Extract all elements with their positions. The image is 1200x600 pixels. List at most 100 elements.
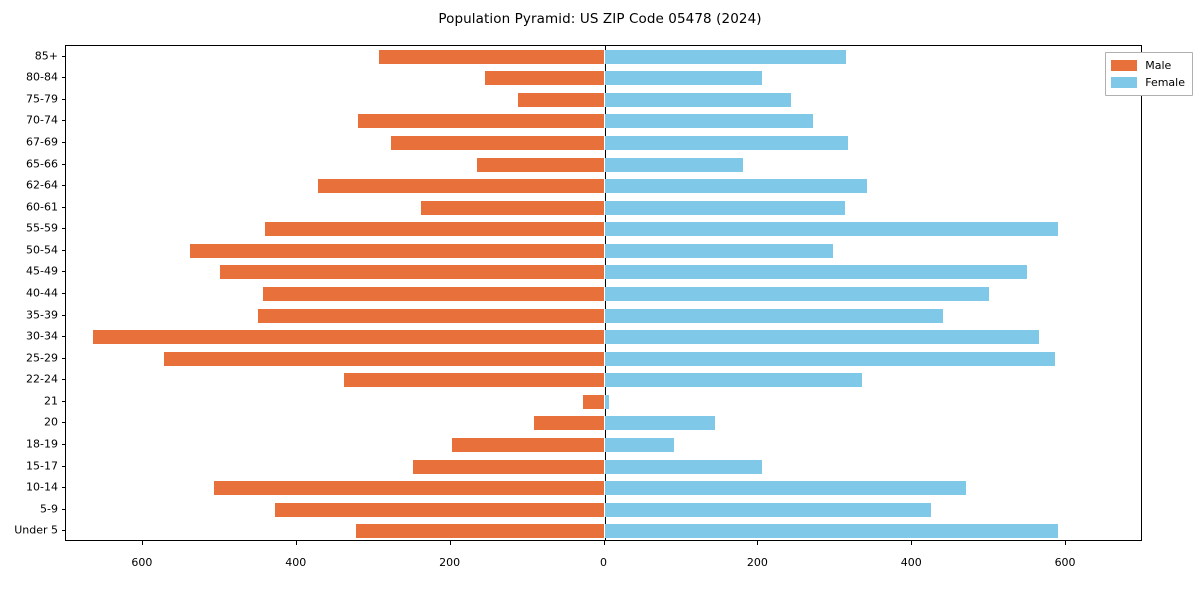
y-tick-mark bbox=[61, 357, 65, 359]
pyramid-row bbox=[66, 111, 1141, 133]
pyramid-row bbox=[66, 240, 1141, 262]
y-tick-label: 30-34 bbox=[26, 329, 58, 343]
y-tick-mark bbox=[61, 98, 65, 100]
bar-female-67-69 bbox=[604, 136, 849, 151]
y-tick-label: 35-39 bbox=[26, 308, 58, 322]
bar-male-50-54 bbox=[189, 243, 605, 258]
bar-male-under-5 bbox=[356, 524, 605, 539]
y-tick-mark bbox=[61, 379, 65, 381]
bar-male-60-61 bbox=[420, 200, 605, 215]
pyramid-row bbox=[66, 477, 1141, 499]
bar-female-55-59 bbox=[604, 222, 1058, 237]
bar-female-70-74 bbox=[604, 114, 813, 129]
x-tick-mark bbox=[911, 541, 913, 545]
pyramid-row bbox=[66, 326, 1141, 348]
y-tick-mark bbox=[61, 443, 65, 445]
x-tick-label: 0 bbox=[600, 556, 607, 569]
bar-male-75-79 bbox=[518, 92, 605, 107]
y-tick-label: 21 bbox=[44, 394, 58, 408]
y-tick-mark bbox=[61, 120, 65, 122]
y-tick-mark bbox=[61, 228, 65, 230]
bar-male-21 bbox=[582, 394, 605, 409]
x-tick-label: 600 bbox=[1054, 556, 1076, 569]
bar-male-35-39 bbox=[257, 308, 605, 323]
y-tick-mark bbox=[61, 249, 65, 251]
pyramid-row bbox=[66, 68, 1141, 90]
y-tick-mark bbox=[61, 400, 65, 402]
y-tick-label: 60-61 bbox=[26, 200, 58, 214]
bar-male-85- bbox=[379, 49, 605, 64]
pyramid-row bbox=[66, 413, 1141, 435]
y-tick-label: 62-64 bbox=[26, 178, 58, 192]
bar-female-60-61 bbox=[604, 200, 846, 215]
y-tick-mark bbox=[61, 336, 65, 338]
bar-male-40-44 bbox=[262, 286, 605, 301]
y-tick-mark bbox=[61, 206, 65, 208]
pyramid-row bbox=[66, 520, 1141, 542]
y-tick-label: 10-14 bbox=[26, 480, 58, 494]
plot-area bbox=[65, 45, 1142, 541]
pyramid-row bbox=[66, 305, 1141, 327]
x-tick-mark bbox=[141, 541, 143, 545]
x-tick-label: 600 bbox=[131, 556, 153, 569]
bar-male-20 bbox=[533, 416, 605, 431]
pyramid-row bbox=[66, 283, 1141, 305]
bar-female-21 bbox=[604, 394, 610, 409]
bar-male-67-69 bbox=[390, 136, 605, 151]
y-tick-mark bbox=[61, 185, 65, 187]
bar-female-75-79 bbox=[604, 92, 792, 107]
y-tick-label: 65-66 bbox=[26, 157, 58, 171]
pyramid-row bbox=[66, 434, 1141, 456]
bar-female-10-14 bbox=[604, 481, 967, 496]
bar-male-65-66 bbox=[476, 157, 605, 172]
bar-female-18-19 bbox=[604, 437, 674, 452]
bar-female-40-44 bbox=[604, 286, 990, 301]
chart-title: Population Pyramid: US ZIP Code 05478 (2… bbox=[438, 11, 762, 27]
y-tick-label: 85+ bbox=[34, 49, 58, 63]
y-tick-label: 50-54 bbox=[26, 243, 58, 257]
y-tick-mark bbox=[61, 55, 65, 57]
pyramid-row bbox=[66, 89, 1141, 111]
bar-male-15-17 bbox=[412, 459, 605, 474]
pyramid-row bbox=[66, 262, 1141, 284]
bar-female-22-24 bbox=[604, 373, 863, 388]
pyramid-row bbox=[66, 499, 1141, 521]
bar-male-80-84 bbox=[485, 71, 605, 86]
bar-male-25-29 bbox=[164, 351, 605, 366]
x-tick-label: 400 bbox=[285, 556, 307, 569]
pyramid-row bbox=[66, 348, 1141, 370]
pyramid-row bbox=[66, 219, 1141, 241]
pyramid-row bbox=[66, 132, 1141, 154]
y-tick-mark bbox=[61, 163, 65, 165]
y-tick-mark bbox=[61, 487, 65, 489]
y-tick-mark bbox=[61, 508, 65, 510]
y-tick-mark bbox=[61, 465, 65, 467]
chart-legend: Male Female bbox=[1105, 52, 1193, 96]
x-tick-label: 200 bbox=[439, 556, 461, 569]
legend-item-male[interactable]: Male bbox=[1111, 57, 1185, 74]
y-tick-label: 15-17 bbox=[26, 459, 58, 473]
bar-female-20 bbox=[604, 416, 715, 431]
x-tick-mark bbox=[295, 541, 297, 545]
y-tick-mark bbox=[61, 77, 65, 79]
pyramid-row bbox=[66, 391, 1141, 413]
bar-female-30-34 bbox=[604, 330, 1040, 345]
y-tick-label: 70-74 bbox=[26, 113, 58, 127]
bar-male-45-49 bbox=[219, 265, 605, 280]
bar-female-50-54 bbox=[604, 243, 833, 258]
bar-female-62-64 bbox=[604, 179, 867, 194]
bar-male-30-34 bbox=[92, 330, 605, 345]
y-tick-label: 40-44 bbox=[26, 286, 58, 300]
y-tick-label: 75-79 bbox=[26, 92, 58, 106]
y-tick-label: 20 bbox=[44, 415, 58, 429]
y-tick-mark bbox=[61, 530, 65, 532]
bar-female-15-17 bbox=[604, 459, 763, 474]
bar-male-5-9 bbox=[275, 502, 605, 517]
legend-label: Male bbox=[1145, 59, 1172, 72]
y-tick-mark bbox=[61, 314, 65, 316]
legend-swatch-icon bbox=[1111, 77, 1138, 88]
y-tick-label: 5-9 bbox=[40, 502, 58, 516]
legend-item-female[interactable]: Female bbox=[1111, 74, 1185, 91]
bar-female-25-29 bbox=[604, 351, 1056, 366]
